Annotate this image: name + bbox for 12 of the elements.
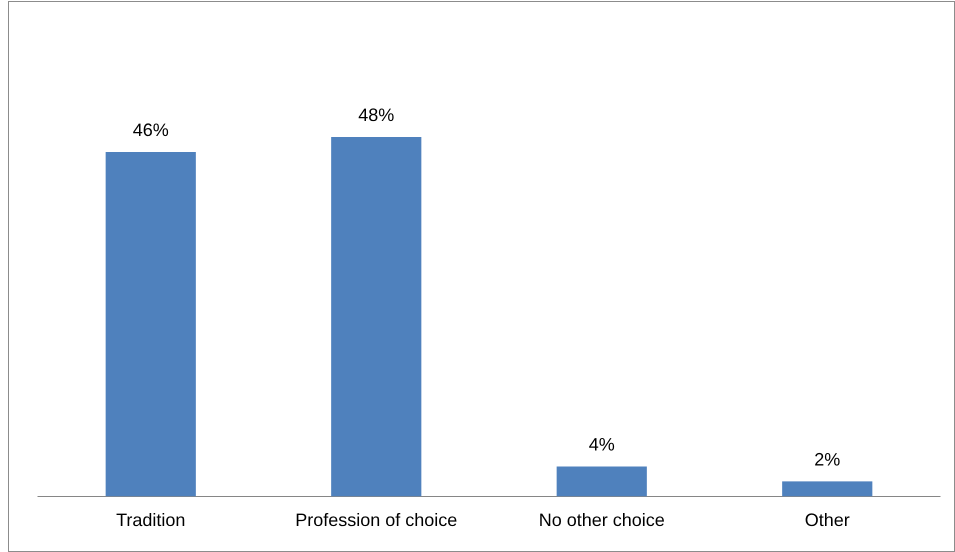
bar [782, 481, 872, 496]
bar [106, 152, 196, 496]
x-tick-label: Profession of choice [295, 510, 458, 530]
data-label: 46% [132, 120, 169, 140]
x-tick-label: Other [804, 510, 850, 530]
x-tick-label: Tradition [116, 510, 186, 530]
data-label: 4% [588, 434, 615, 454]
bar [331, 136, 422, 496]
bar [556, 466, 647, 496]
x-tick-label: No other choice [538, 510, 665, 530]
data-label: 48% [358, 104, 394, 125]
data-label: 2% [814, 449, 840, 470]
